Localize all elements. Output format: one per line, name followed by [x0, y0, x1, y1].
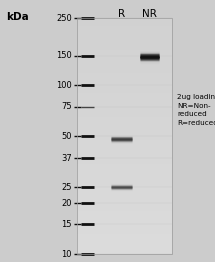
Bar — [77, 65, 172, 69]
Bar — [77, 132, 172, 136]
Text: 2ug loading
NR=Non-
reduced
R=reduced: 2ug loading NR=Non- reduced R=reduced — [177, 94, 215, 126]
Bar — [77, 206, 172, 211]
Bar — [77, 18, 172, 22]
Bar — [77, 222, 172, 227]
Bar — [77, 250, 172, 254]
Bar — [77, 53, 172, 58]
Bar — [77, 116, 172, 121]
Bar — [77, 112, 172, 117]
Bar — [77, 120, 172, 124]
Bar — [77, 203, 172, 207]
Bar — [77, 230, 172, 234]
Bar — [77, 128, 172, 132]
Bar — [77, 218, 172, 223]
Bar — [77, 108, 172, 113]
Bar — [77, 148, 172, 152]
Text: 25: 25 — [61, 183, 72, 192]
Bar — [77, 104, 172, 109]
Bar — [77, 49, 172, 54]
Bar — [77, 246, 172, 250]
Bar — [77, 214, 172, 219]
Bar — [77, 41, 172, 46]
Bar — [77, 85, 172, 89]
Bar — [77, 69, 172, 73]
Bar — [77, 155, 172, 160]
Bar — [77, 30, 172, 34]
Bar — [77, 96, 172, 101]
Bar — [77, 140, 172, 144]
Bar — [77, 89, 172, 93]
Bar — [77, 183, 172, 187]
Bar — [77, 226, 172, 231]
Text: 150: 150 — [56, 51, 72, 60]
Bar — [77, 238, 172, 242]
Bar — [77, 159, 172, 164]
Bar — [77, 92, 172, 97]
Bar — [77, 81, 172, 85]
Text: 75: 75 — [61, 102, 72, 111]
Text: 15: 15 — [61, 220, 72, 229]
Bar — [77, 26, 172, 30]
Bar — [77, 61, 172, 66]
Bar — [77, 175, 172, 179]
Bar — [77, 179, 172, 183]
Text: 10: 10 — [61, 250, 72, 259]
Bar — [77, 22, 172, 26]
Bar — [77, 124, 172, 128]
Text: 50: 50 — [61, 132, 72, 141]
Bar — [77, 34, 172, 38]
Bar — [77, 242, 172, 246]
Text: 250: 250 — [56, 14, 72, 23]
Bar — [77, 57, 172, 62]
Bar — [77, 100, 172, 105]
Bar — [77, 45, 172, 50]
Bar — [77, 171, 172, 176]
Text: 20: 20 — [61, 199, 72, 208]
Bar — [77, 136, 172, 140]
Text: 100: 100 — [56, 81, 72, 90]
Bar — [77, 18, 172, 254]
Text: 37: 37 — [61, 154, 72, 163]
Bar — [77, 73, 172, 77]
Bar — [77, 163, 172, 168]
Bar — [77, 191, 172, 195]
Bar — [77, 151, 172, 156]
Bar — [77, 195, 172, 199]
Bar — [77, 37, 172, 42]
Bar — [77, 77, 172, 81]
Bar — [77, 234, 172, 238]
Bar — [77, 144, 172, 148]
Bar — [77, 210, 172, 215]
Text: R: R — [118, 9, 125, 19]
Bar — [77, 199, 172, 203]
Text: NR: NR — [142, 9, 157, 19]
Text: kDa: kDa — [6, 12, 29, 22]
Bar — [77, 187, 172, 191]
Bar — [77, 167, 172, 172]
